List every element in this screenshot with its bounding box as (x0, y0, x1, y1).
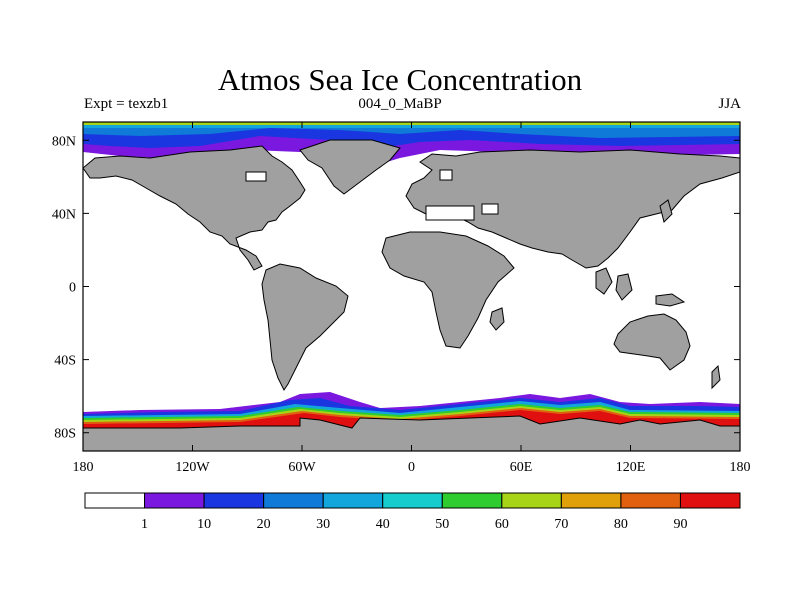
time-label: 004_0_MaBP (358, 96, 442, 112)
colorbar-swatch (263, 492, 324, 509)
africa (381, 231, 515, 349)
colorbar-swatch (560, 492, 622, 509)
colorbar-swatch (84, 492, 146, 509)
madagascar (489, 307, 505, 331)
greenland (299, 139, 401, 195)
x-tick-label: 120W (175, 460, 210, 475)
japan (659, 199, 673, 223)
lake (439, 169, 453, 181)
colorbar: 1 10 20 30 40 50 60 70 80 90 (84, 492, 741, 532)
x-tick-label: 180 (73, 460, 94, 475)
colorbar-label: 20 (257, 517, 271, 532)
x-tick-label: 60E (510, 460, 533, 475)
experiment-label: Expt = texzb1 (84, 96, 169, 112)
colorbar-swatch (144, 492, 205, 509)
x-axis: 180 120W 60W 0 60E 120E 180 (73, 122, 751, 475)
lake (245, 171, 267, 182)
lake (481, 203, 499, 215)
maritime-continent (595, 267, 686, 307)
x-tick-label: 180 (730, 460, 751, 475)
colorbar-label: 80 (614, 517, 628, 532)
y-tick-label: 80S (54, 427, 76, 442)
y-tick-label: 0 (69, 281, 76, 296)
colorbar-swatch (620, 492, 681, 509)
colorbar-swatch (203, 492, 265, 509)
south-america (261, 263, 349, 391)
lakes (245, 169, 499, 221)
x-tick-label: 120E (616, 460, 646, 475)
season-label: JJA (718, 96, 741, 112)
colorbar-label: 50 (435, 517, 449, 532)
x-tick-label: 60W (288, 460, 316, 475)
colorbar-label: 60 (495, 517, 509, 532)
colorbar-swatch (501, 492, 562, 509)
colorbar-label: 1 (141, 517, 148, 532)
colorbar-label: 90 (673, 517, 687, 532)
y-tick-label: 80N (52, 134, 76, 149)
colorbar-label: 70 (554, 517, 568, 532)
y-tick-label: 40N (52, 207, 76, 222)
australia (613, 313, 691, 371)
colorbar-label: 40 (376, 517, 390, 532)
colorbar-label: 30 (316, 517, 330, 532)
y-tick-label: 40S (54, 354, 76, 369)
colorbar-swatch (679, 492, 741, 509)
colorbar-swatch (322, 492, 384, 509)
colorbar-swatch (382, 492, 443, 509)
y-axis: 80N 40N 0 40S 80S (52, 134, 740, 442)
antarctica (83, 415, 740, 451)
lake (425, 205, 475, 221)
map-title: Atmos Sea Ice Concentration (217, 62, 583, 97)
colorbar-swatch (441, 492, 503, 509)
colorbar-label: 10 (197, 517, 211, 532)
x-tick-label: 0 (408, 460, 415, 475)
new-zealand (711, 364, 721, 390)
land-layer (83, 139, 740, 451)
